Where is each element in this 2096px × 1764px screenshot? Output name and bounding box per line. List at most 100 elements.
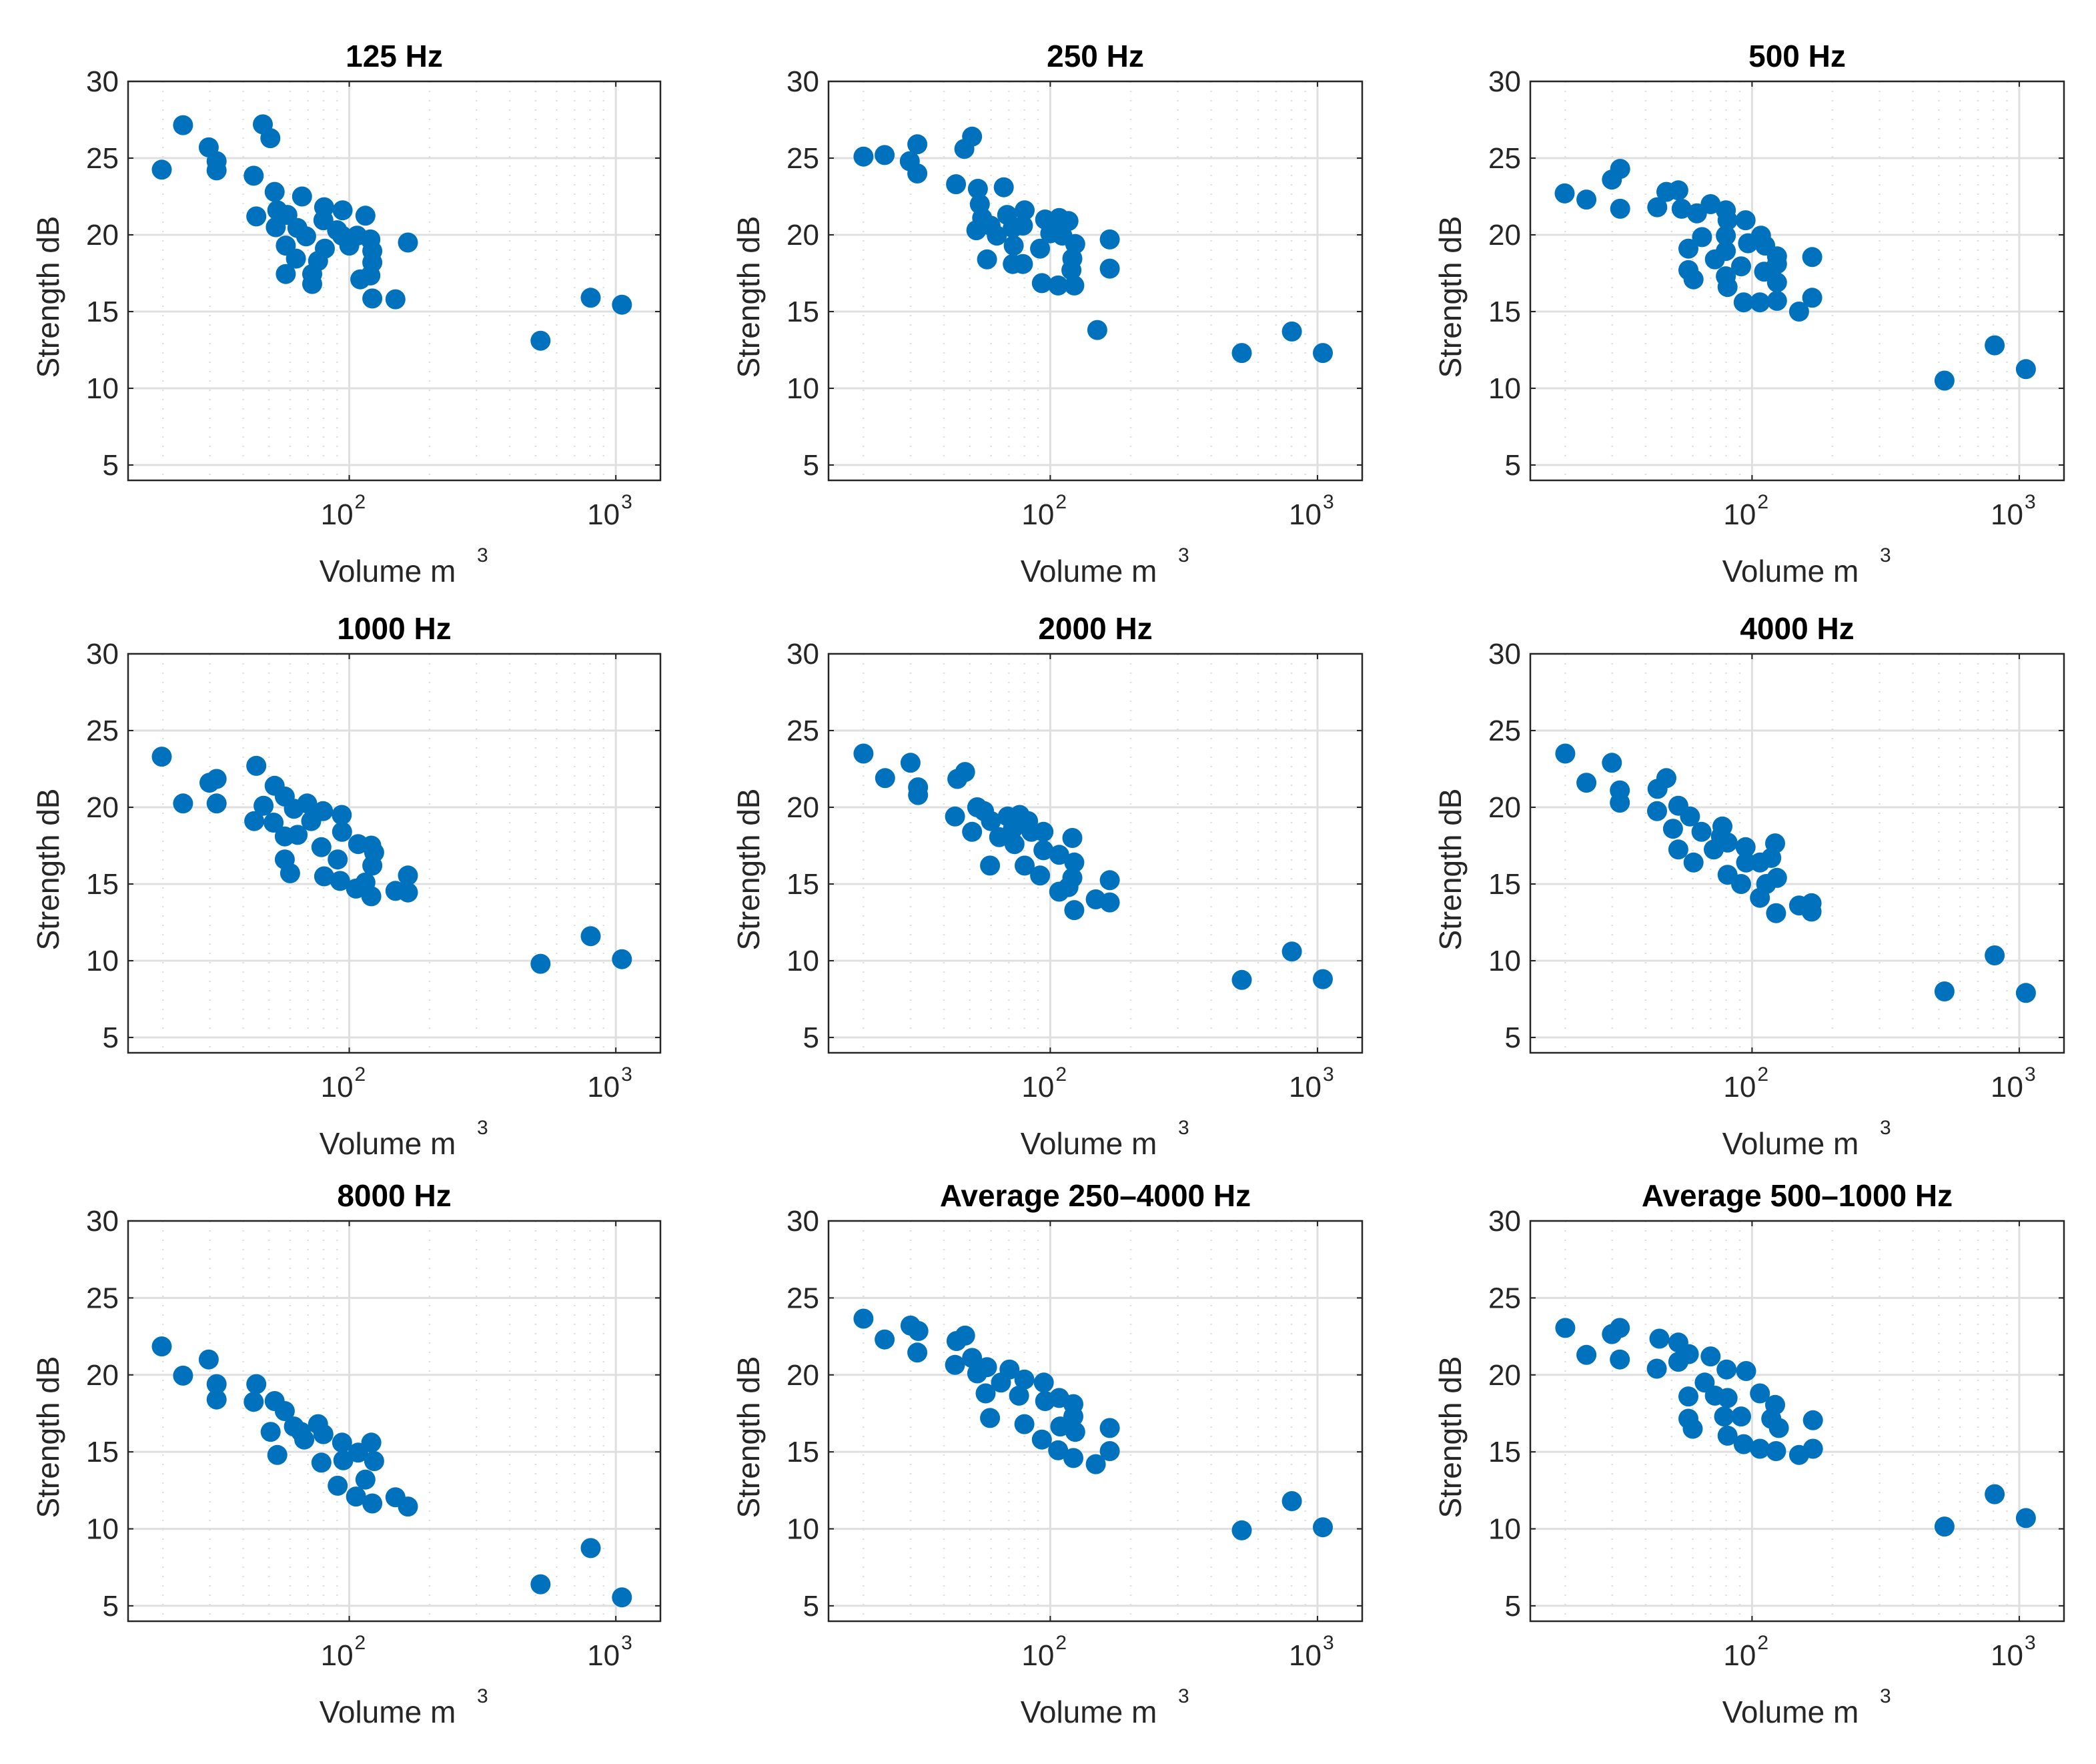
subplot-title: Average 500–1000 Hz (1642, 1178, 1953, 1213)
data-point (1717, 277, 1738, 298)
x-tick-label-exponent: 2 (1757, 1063, 1768, 1085)
y-tick-label: 30 (787, 638, 819, 671)
data-point (875, 768, 895, 789)
subplot-title: Average 250–4000 Hz (940, 1178, 1251, 1213)
axes-box (827, 1220, 1364, 1623)
x-tick-label-base: 10 (1723, 1071, 1756, 1104)
data-point (206, 160, 227, 181)
data-point (243, 1392, 264, 1412)
data-point (1313, 969, 1333, 989)
y-tick-label: 25 (1488, 715, 1521, 747)
x-tick-label-exponent: 2 (355, 1063, 366, 1085)
y-tick-label: 25 (787, 142, 819, 175)
data-point (1031, 273, 1052, 294)
data-point (151, 1336, 172, 1357)
data-point (1058, 877, 1079, 897)
x-axis-label: Volume m (320, 554, 456, 588)
data-point (1671, 198, 1692, 219)
y-tick-label: 25 (787, 715, 819, 747)
data-point (1668, 839, 1688, 860)
y-tick-label: 25 (1488, 142, 1521, 175)
x-tick-label-exponent: 3 (2025, 1632, 2036, 1654)
y-tick-label: 20 (86, 219, 119, 252)
data-point (987, 226, 1007, 246)
x-tick-label-base: 10 (587, 1071, 620, 1104)
y-tick-label: 20 (86, 1359, 119, 1392)
data-point (206, 769, 227, 789)
data-point (1733, 292, 1754, 313)
data-point (1736, 1361, 1756, 1381)
plot-area (1530, 81, 2064, 480)
data-point (1061, 260, 1082, 280)
data-point (1099, 892, 1120, 913)
data-point (294, 1429, 315, 1450)
data-point (173, 1365, 193, 1386)
data-point (962, 821, 983, 842)
x-tick-label-exponent: 3 (1323, 1063, 1334, 1085)
y-tick-label: 25 (86, 142, 119, 175)
data-point (530, 330, 551, 351)
data-point (907, 134, 928, 155)
y-tick-label: 20 (1488, 219, 1521, 252)
x-axis-label-superscript: 3 (1178, 1117, 1189, 1139)
x-tick-label-base: 10 (587, 1639, 620, 1672)
y-tick-label: 15 (1488, 1436, 1521, 1468)
data-point (1003, 236, 1024, 256)
data-point (332, 805, 352, 825)
data-point (1717, 210, 1738, 231)
data-point (612, 1587, 632, 1608)
data-point (1801, 901, 1822, 922)
y-tick-label: 5 (1505, 449, 1521, 482)
data-point (267, 1444, 288, 1465)
x-tick-label-base: 10 (1991, 1639, 2023, 1672)
x-axis-label-superscript: 3 (1178, 1685, 1189, 1707)
data-point (1985, 1484, 2005, 1504)
y-tick-label: 20 (1488, 1359, 1521, 1392)
data-point (1033, 1372, 1054, 1393)
data-point (977, 249, 997, 270)
data-point (246, 1374, 267, 1394)
x-axis-label: Volume m (320, 1126, 456, 1161)
data-point (1731, 1406, 1751, 1427)
y-tick-label: 25 (86, 1282, 119, 1314)
data-point (1700, 194, 1721, 214)
axes-box (127, 80, 662, 482)
data-point (151, 159, 172, 180)
y-tick-label: 10 (86, 945, 119, 977)
subplot-title: 1000 Hz (337, 611, 451, 646)
data-point (398, 865, 418, 886)
data-point (1934, 370, 1955, 391)
y-tick-label: 15 (787, 868, 819, 901)
data-point (1021, 821, 1042, 842)
y-tick-label: 20 (86, 791, 119, 824)
x-tick-label-exponent: 2 (355, 1632, 366, 1654)
x-tick-label-exponent: 2 (1055, 1063, 1067, 1085)
y-tick-label: 20 (1488, 791, 1521, 824)
data-point (1656, 768, 1676, 789)
subplot-title: 8000 Hz (337, 1178, 451, 1213)
x-axis-label-superscript: 3 (1178, 544, 1189, 566)
data-point (1313, 343, 1333, 364)
x-tick-label-exponent: 3 (621, 1063, 632, 1085)
y-axis-label: Strength dB (31, 789, 65, 951)
data-point (332, 200, 353, 221)
data-point (1717, 1425, 1738, 1446)
data-point (1733, 1434, 1754, 1454)
data-point (1063, 1448, 1083, 1468)
data-point (1065, 1422, 1085, 1442)
y-tick-label: 15 (1488, 296, 1521, 328)
data-point (991, 1372, 1011, 1393)
data-point (1602, 753, 1622, 773)
data-point (1099, 229, 1120, 250)
data-point (580, 288, 601, 308)
y-axis-label: Strength dB (31, 216, 65, 378)
y-axis-label: Strength dB (731, 216, 766, 378)
data-point (260, 1422, 281, 1442)
data-point (311, 1452, 332, 1473)
x-tick-label-base: 10 (321, 1639, 354, 1672)
data-point (908, 785, 929, 805)
data-point (1766, 1441, 1786, 1461)
data-point (1015, 200, 1035, 221)
